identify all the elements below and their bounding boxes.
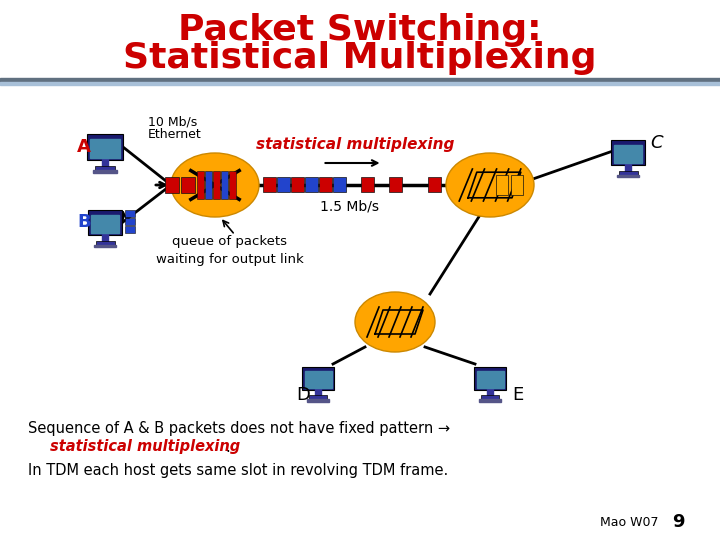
Bar xyxy=(165,177,179,193)
Bar xyxy=(305,371,331,388)
Text: 10 Mb/s: 10 Mb/s xyxy=(148,116,197,129)
Bar xyxy=(477,371,503,388)
Text: Mao W07: Mao W07 xyxy=(600,516,659,529)
Bar xyxy=(125,226,135,233)
Bar xyxy=(618,171,637,174)
Text: A: A xyxy=(77,138,91,156)
Bar xyxy=(125,210,135,217)
Bar xyxy=(307,399,329,402)
Bar xyxy=(428,177,441,192)
Bar xyxy=(361,177,374,192)
Bar xyxy=(487,389,492,396)
Bar xyxy=(309,395,327,399)
Bar xyxy=(616,174,639,177)
Bar xyxy=(474,367,506,390)
Text: C: C xyxy=(650,134,662,152)
Bar xyxy=(496,175,508,195)
Bar xyxy=(197,171,204,199)
Ellipse shape xyxy=(171,153,259,217)
Bar xyxy=(205,171,212,199)
Text: E: E xyxy=(512,386,523,404)
Bar xyxy=(291,177,304,192)
Bar xyxy=(277,177,290,192)
Bar xyxy=(511,175,523,195)
Bar xyxy=(333,177,346,192)
Bar xyxy=(315,389,320,396)
Bar xyxy=(263,177,276,192)
Bar xyxy=(94,245,117,247)
Text: statistical multiplexing: statistical multiplexing xyxy=(50,440,240,455)
Text: Ethernet: Ethernet xyxy=(148,127,202,140)
Bar xyxy=(480,399,501,402)
Text: 9: 9 xyxy=(672,513,684,531)
Bar xyxy=(181,177,195,193)
Bar xyxy=(611,140,645,165)
Bar xyxy=(0,78,720,82)
Bar xyxy=(302,367,334,390)
Text: B: B xyxy=(77,213,91,231)
Text: statistical multiplexing: statistical multiplexing xyxy=(256,138,454,152)
Text: Sequence of A & B packets does not have fixed pattern →: Sequence of A & B packets does not have … xyxy=(28,421,450,435)
Bar xyxy=(229,171,236,199)
Bar xyxy=(319,177,332,192)
Bar xyxy=(91,215,120,233)
Bar xyxy=(305,177,318,192)
Bar xyxy=(93,170,117,173)
Bar xyxy=(87,134,123,160)
Text: .: . xyxy=(225,440,230,455)
Ellipse shape xyxy=(446,153,534,217)
Bar xyxy=(90,139,120,158)
Bar xyxy=(125,218,135,225)
Bar xyxy=(389,177,402,192)
Text: queue of packets
waiting for output link: queue of packets waiting for output link xyxy=(156,234,304,266)
Bar xyxy=(0,82,720,85)
Bar xyxy=(95,166,115,170)
Text: 1.5 Mb/s: 1.5 Mb/s xyxy=(320,200,379,214)
Text: D: D xyxy=(296,386,310,404)
Bar xyxy=(96,241,114,245)
Bar xyxy=(613,145,642,163)
Text: Statistical Multiplexing: Statistical Multiplexing xyxy=(123,41,597,75)
Bar xyxy=(102,234,108,241)
Bar xyxy=(481,395,499,399)
Bar xyxy=(88,210,122,235)
Ellipse shape xyxy=(355,292,435,352)
Bar xyxy=(221,171,228,199)
Text: Packet Switching:: Packet Switching: xyxy=(179,13,541,47)
Bar xyxy=(625,164,631,172)
Bar xyxy=(102,159,108,167)
Bar xyxy=(213,171,220,199)
Text: In TDM each host gets same slot in revolving TDM frame.: In TDM each host gets same slot in revol… xyxy=(28,462,449,477)
